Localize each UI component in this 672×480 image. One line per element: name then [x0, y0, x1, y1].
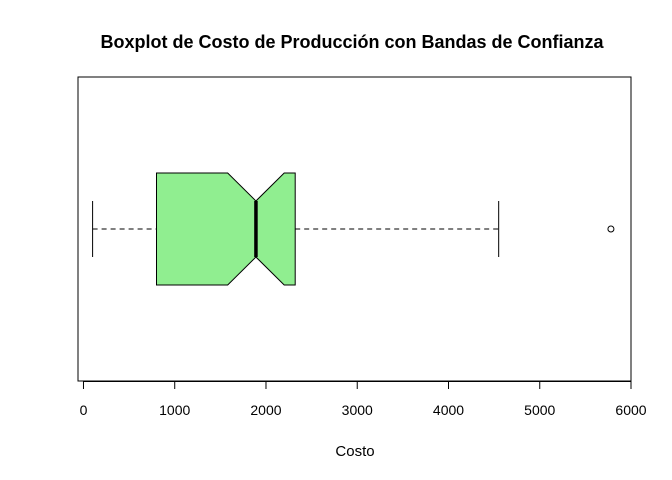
x-tick-label: 1000 [159, 402, 190, 418]
notched-box [156, 172, 296, 286]
boxplot-group [92, 172, 500, 286]
x-tick-label: 6000 [615, 402, 646, 418]
x-axis-label: Costo [335, 443, 374, 460]
x-tick-label: 2000 [250, 402, 281, 418]
outlier-point [607, 225, 615, 233]
x-axis: 0 1000 2000 3000 4000 5000 6000 [80, 381, 647, 418]
outliers-group [607, 225, 615, 233]
chart-title: Boxplot de Costo de Producción con Banda… [100, 32, 604, 52]
x-tick-label: 5000 [524, 402, 555, 418]
x-tick-label: 3000 [342, 402, 373, 418]
x-tick-label: 4000 [433, 402, 464, 418]
x-tick-label: 0 [80, 402, 88, 418]
